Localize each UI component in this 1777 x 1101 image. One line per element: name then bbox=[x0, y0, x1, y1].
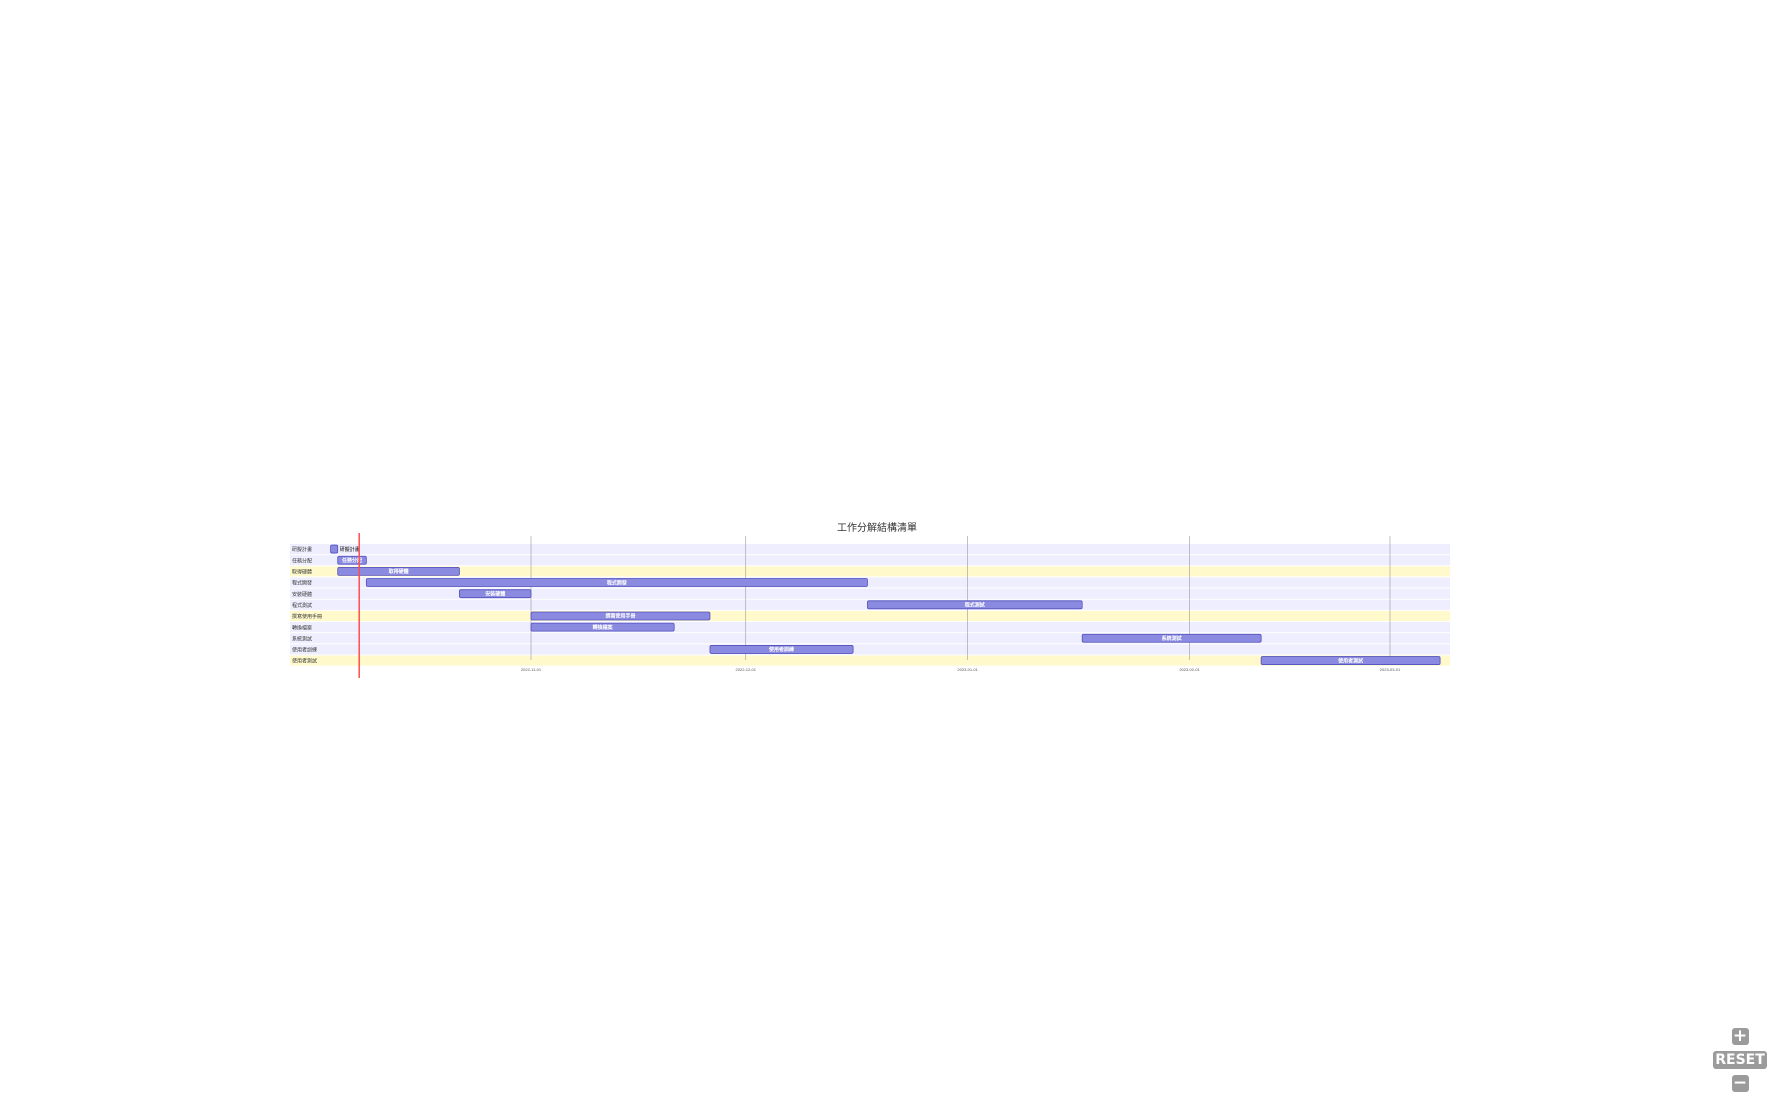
task-label: 轉換檔案 bbox=[593, 624, 614, 631]
row-label: 程式測試 bbox=[292, 602, 312, 609]
row-label: 使用者訓練 bbox=[292, 647, 317, 654]
row-band bbox=[290, 622, 1450, 633]
row-band bbox=[290, 566, 1450, 577]
row-label: 安裝硬體 bbox=[292, 591, 312, 598]
row-band bbox=[290, 577, 1450, 588]
task-bar bbox=[1081, 633, 1262, 643]
axis-ticks: 2022-11-01 2022-12-01 2023-01-01 2023-02-01… bbox=[521, 667, 1401, 672]
row-band bbox=[290, 644, 1450, 655]
task-label: 程式開發 bbox=[606, 579, 628, 586]
row-band bbox=[290, 633, 1450, 644]
task-label: 系統測試 bbox=[1162, 635, 1182, 642]
row-label: 程式開發 bbox=[292, 580, 312, 587]
task-label: 使用者訓練 bbox=[768, 646, 794, 653]
row-label: 任務分配 bbox=[292, 557, 312, 564]
task-label: 撰寫使用手冊 bbox=[604, 613, 635, 620]
task-bar bbox=[337, 566, 460, 576]
task-label: 研擬計畫 bbox=[340, 546, 360, 553]
task-bar bbox=[1260, 656, 1441, 665]
row-label: 研擬計畫 bbox=[292, 546, 312, 553]
reset-button[interactable]: RESET bbox=[1713, 1051, 1767, 1069]
row-label: 系統測試 bbox=[292, 635, 312, 642]
row-band bbox=[290, 588, 1450, 599]
zoom-in-button[interactable]: + bbox=[1731, 1026, 1749, 1046]
chart-title: 工作分解結構清單 bbox=[837, 521, 917, 534]
task-bar bbox=[867, 600, 1083, 610]
task-bar bbox=[365, 578, 868, 587]
task-bar bbox=[530, 611, 711, 621]
tick-label: 2022-12-01 bbox=[736, 667, 757, 672]
grid-lines bbox=[530, 536, 1391, 660]
tick-label: 2023-03-01 bbox=[1380, 667, 1401, 672]
tick-label: 2023-02-01 bbox=[1179, 667, 1200, 672]
row-band bbox=[290, 610, 1450, 622]
task-bar bbox=[709, 645, 854, 654]
zoom-controls: + RESET − bbox=[1712, 1028, 1768, 1092]
task-bar bbox=[530, 622, 675, 632]
task-label: 安裝硬體 bbox=[485, 590, 505, 597]
tick-label: 2023-01-01 bbox=[957, 667, 978, 672]
zoom-out-button[interactable]: − bbox=[1731, 1073, 1749, 1093]
row-label: 撰寫使用手冊 bbox=[292, 613, 322, 620]
row-label: 轉換檔案 bbox=[292, 624, 312, 631]
task-label: 程式測試 bbox=[964, 602, 985, 609]
task-bar bbox=[459, 589, 532, 599]
row-band bbox=[290, 555, 1450, 566]
row-labels: 研擬計畫任務分配取得硬體程式開發安裝硬體程式測試撰寫使用手冊轉換檔案系統測試使用… bbox=[292, 546, 322, 665]
row-label: 取得硬體 bbox=[292, 569, 312, 576]
tick-label: 2022-11-01 bbox=[521, 667, 542, 672]
row-label: 使用者測試 bbox=[292, 658, 317, 665]
task-labels: 研擬計畫任務分配取得硬體程式開發安裝硬體程式測試撰寫使用手冊轉換檔案系統測試使用… bbox=[340, 546, 1363, 665]
task-label: 使用者測試 bbox=[1337, 657, 1363, 664]
task-bar bbox=[330, 544, 339, 554]
task-label: 取得硬體 bbox=[389, 568, 409, 575]
row-band bbox=[290, 544, 1450, 555]
task-label: 任務分配 bbox=[341, 557, 362, 564]
row-band bbox=[290, 655, 1450, 666]
